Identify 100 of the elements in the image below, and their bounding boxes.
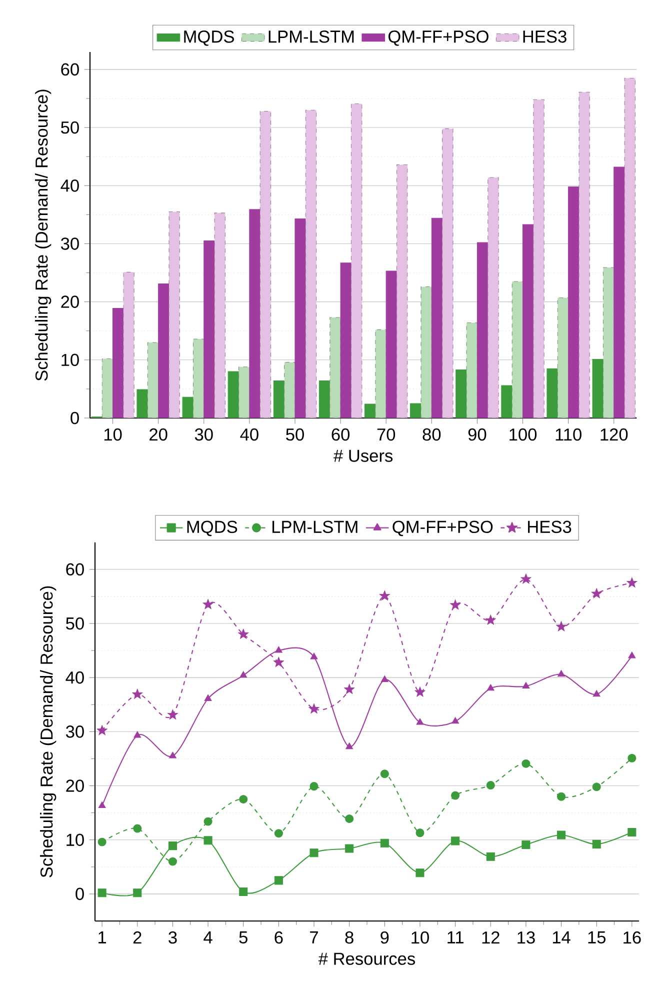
point: [168, 857, 177, 866]
point: [308, 703, 320, 714]
bar: [466, 322, 478, 418]
x-tick-label: 50: [286, 428, 304, 441]
bar: [192, 338, 204, 418]
point: [379, 590, 390, 600]
x-tick-label: 10: [412, 931, 429, 944]
point: [344, 684, 355, 694]
point: [204, 694, 212, 701]
point: [557, 792, 566, 801]
point: [380, 770, 389, 778]
point: [558, 670, 566, 677]
bar: [318, 380, 330, 418]
x-tick-label: 4: [204, 931, 212, 944]
y-tick-label: 30: [66, 726, 84, 738]
x-axis-title: # Resources: [318, 952, 415, 965]
bar: [168, 212, 180, 418]
x-tick-label: 120: [600, 428, 628, 441]
point: [345, 844, 354, 853]
point: [133, 824, 142, 833]
point: [522, 682, 530, 688]
point: [451, 836, 460, 846]
legend-label: MQDS: [184, 30, 234, 46]
bar: [546, 368, 558, 418]
y-tick-label: 60: [61, 63, 79, 76]
bar: [112, 308, 124, 418]
y-tick-label: 0: [70, 412, 79, 424]
point: [380, 838, 389, 848]
point: [416, 718, 424, 725]
point: [380, 675, 388, 682]
bar: [476, 242, 488, 418]
x-tick-label: 2: [133, 931, 142, 944]
bar: [456, 370, 467, 418]
point: [204, 817, 212, 826]
point: [592, 840, 601, 848]
point: [450, 600, 461, 610]
bar: [147, 342, 159, 418]
bar: [204, 240, 215, 418]
point: [592, 782, 601, 792]
x-tick-label: 6: [274, 931, 283, 944]
point: [274, 646, 282, 653]
point: [202, 599, 214, 610]
x-tick-label: 20: [150, 428, 168, 441]
legend-label: MQDS: [187, 520, 238, 536]
bar: [182, 396, 194, 418]
bar: [330, 317, 341, 418]
bar: [488, 177, 499, 418]
point: [626, 577, 638, 588]
bar: [136, 389, 148, 418]
bar: [602, 267, 614, 418]
y-tick-label: 40: [60, 179, 79, 192]
point: [310, 848, 318, 858]
point: [310, 652, 318, 660]
bar: [214, 212, 226, 418]
x-tick-label: 10: [104, 428, 122, 441]
x-tick-label: 90: [468, 428, 486, 441]
x-tick-label: 9: [380, 931, 389, 944]
point: [96, 725, 108, 736]
point: [452, 717, 460, 724]
point: [520, 574, 532, 584]
point: [168, 752, 176, 758]
point: [310, 782, 318, 791]
bar: [522, 224, 534, 418]
bar: [386, 270, 398, 418]
y-axis-title: Scheduling Rate (Demand/ Resource): [40, 586, 56, 878]
point: [592, 690, 600, 697]
point: [238, 628, 249, 639]
x-tick-label: 3: [168, 931, 177, 944]
x-tick-label: 7: [310, 931, 318, 944]
x-tick-label: 5: [239, 931, 248, 944]
x-axis-title: # Users: [334, 450, 393, 462]
bar: [420, 286, 432, 418]
y-axis-title: Scheduling Rate (Demand/ Resource): [35, 90, 52, 381]
point: [522, 759, 530, 768]
legend-label: HES3: [528, 520, 572, 534]
y-tick-label: 40: [66, 671, 84, 684]
point: [167, 709, 178, 720]
point: [98, 838, 106, 846]
x-tick-label: 14: [552, 931, 570, 944]
point: [132, 688, 143, 699]
bar: [260, 111, 272, 418]
point: [273, 656, 284, 667]
y-tick-label: 10: [62, 354, 79, 366]
bar: [431, 218, 443, 418]
x-tick-label: 80: [422, 428, 441, 441]
point: [414, 686, 426, 697]
point: [204, 836, 212, 845]
point: [486, 852, 495, 861]
x-tick-label: 1: [98, 931, 106, 944]
bar: [568, 186, 580, 418]
x-tick-label: 30: [194, 428, 213, 441]
y-tick-label: 50: [66, 617, 84, 630]
bar: [396, 164, 408, 418]
point: [416, 868, 424, 878]
point: [451, 791, 460, 800]
x-tick-label: 8: [345, 931, 354, 944]
point: [346, 742, 354, 750]
bar: [614, 166, 625, 418]
bar: [578, 92, 590, 418]
point: [416, 828, 424, 838]
